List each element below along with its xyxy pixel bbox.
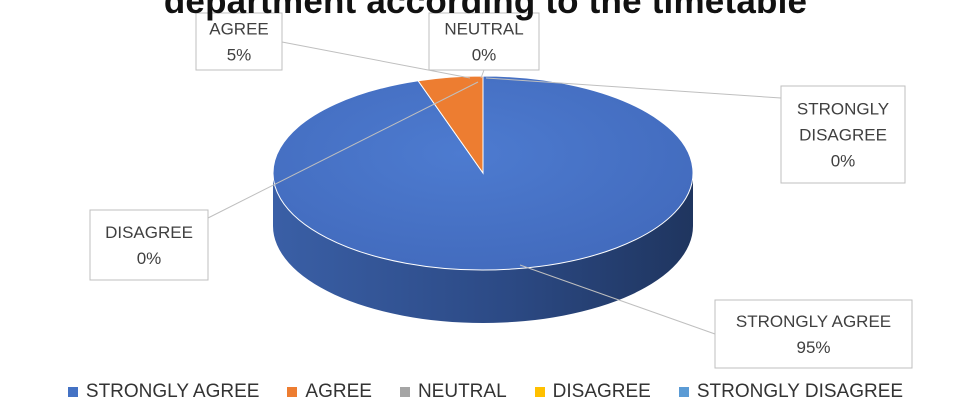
slice-agree bbox=[417, 75, 484, 175]
data-label-name-neutral: NEUTRAL bbox=[444, 20, 523, 39]
data-label-value-strongly-agree: 95% bbox=[796, 338, 830, 357]
legend-item-agree: AGREE bbox=[287, 381, 372, 403]
legend: STRONGLY AGREE AGREE NEUTRAL DISAGREE STRONG… bbox=[0, 380, 971, 404]
legend-item-neutral: NEUTRAL bbox=[399, 381, 507, 403]
label-box-strongly-agree bbox=[714, 299, 913, 369]
leader-line-strongly-agree bbox=[519, 264, 716, 335]
legend-swatch-strongly-disagree bbox=[678, 387, 689, 397]
legend-swatch-strongly-agree bbox=[67, 387, 78, 397]
legend-label-strongly-agree: STRONGLY AGREE bbox=[85, 381, 260, 402]
label-box-disagree bbox=[89, 209, 209, 281]
leader-line-strongly-disagree bbox=[485, 77, 782, 99]
legend-item-strongly-agree: STRONGLY AGREE bbox=[67, 381, 260, 403]
legend-swatch-agree bbox=[287, 387, 298, 397]
label-box-strongly-disagree bbox=[780, 85, 906, 184]
data-label-value-neutral: 0% bbox=[472, 46, 497, 65]
legend-label-neutral: NEUTRAL bbox=[417, 381, 507, 402]
data-label-name-strongly-disagree: STRONGLY bbox=[797, 100, 889, 119]
legend-swatch-disagree bbox=[534, 387, 545, 397]
data-label-name-strongly-agree: STRONGLY AGREE bbox=[736, 312, 891, 331]
data-label-name-disagree: DISAGREE bbox=[105, 223, 193, 242]
legend-item-strongly-disagree: STRONGLY DISAGREE bbox=[678, 381, 904, 403]
leader-line-agree bbox=[281, 41, 471, 79]
label-box-neutral bbox=[428, 12, 540, 71]
data-label-value-disagree: 0% bbox=[137, 249, 162, 268]
pie-side bbox=[273, 173, 693, 323]
data-label-value-agree: 5% bbox=[227, 46, 252, 65]
label-box-agree bbox=[195, 12, 283, 71]
data-label-name-agree: AGREE bbox=[209, 20, 269, 39]
leader-line-disagree bbox=[207, 81, 479, 219]
legend-item-disagree: DISAGREE bbox=[534, 381, 651, 403]
leader-line-neutral bbox=[480, 69, 485, 79]
legend-label-strongly-disagree: STRONGLY DISAGREE bbox=[696, 381, 904, 402]
data-label-name-strongly-disagree: DISAGREE bbox=[799, 126, 887, 145]
chart-title: department according to the timetable bbox=[163, 0, 808, 21]
data-label-value-strongly-disagree: 0% bbox=[831, 152, 856, 171]
legend-swatch-neutral bbox=[399, 387, 410, 397]
legend-label-disagree: DISAGREE bbox=[552, 381, 651, 402]
legend-label-agree: AGREE bbox=[305, 381, 372, 402]
